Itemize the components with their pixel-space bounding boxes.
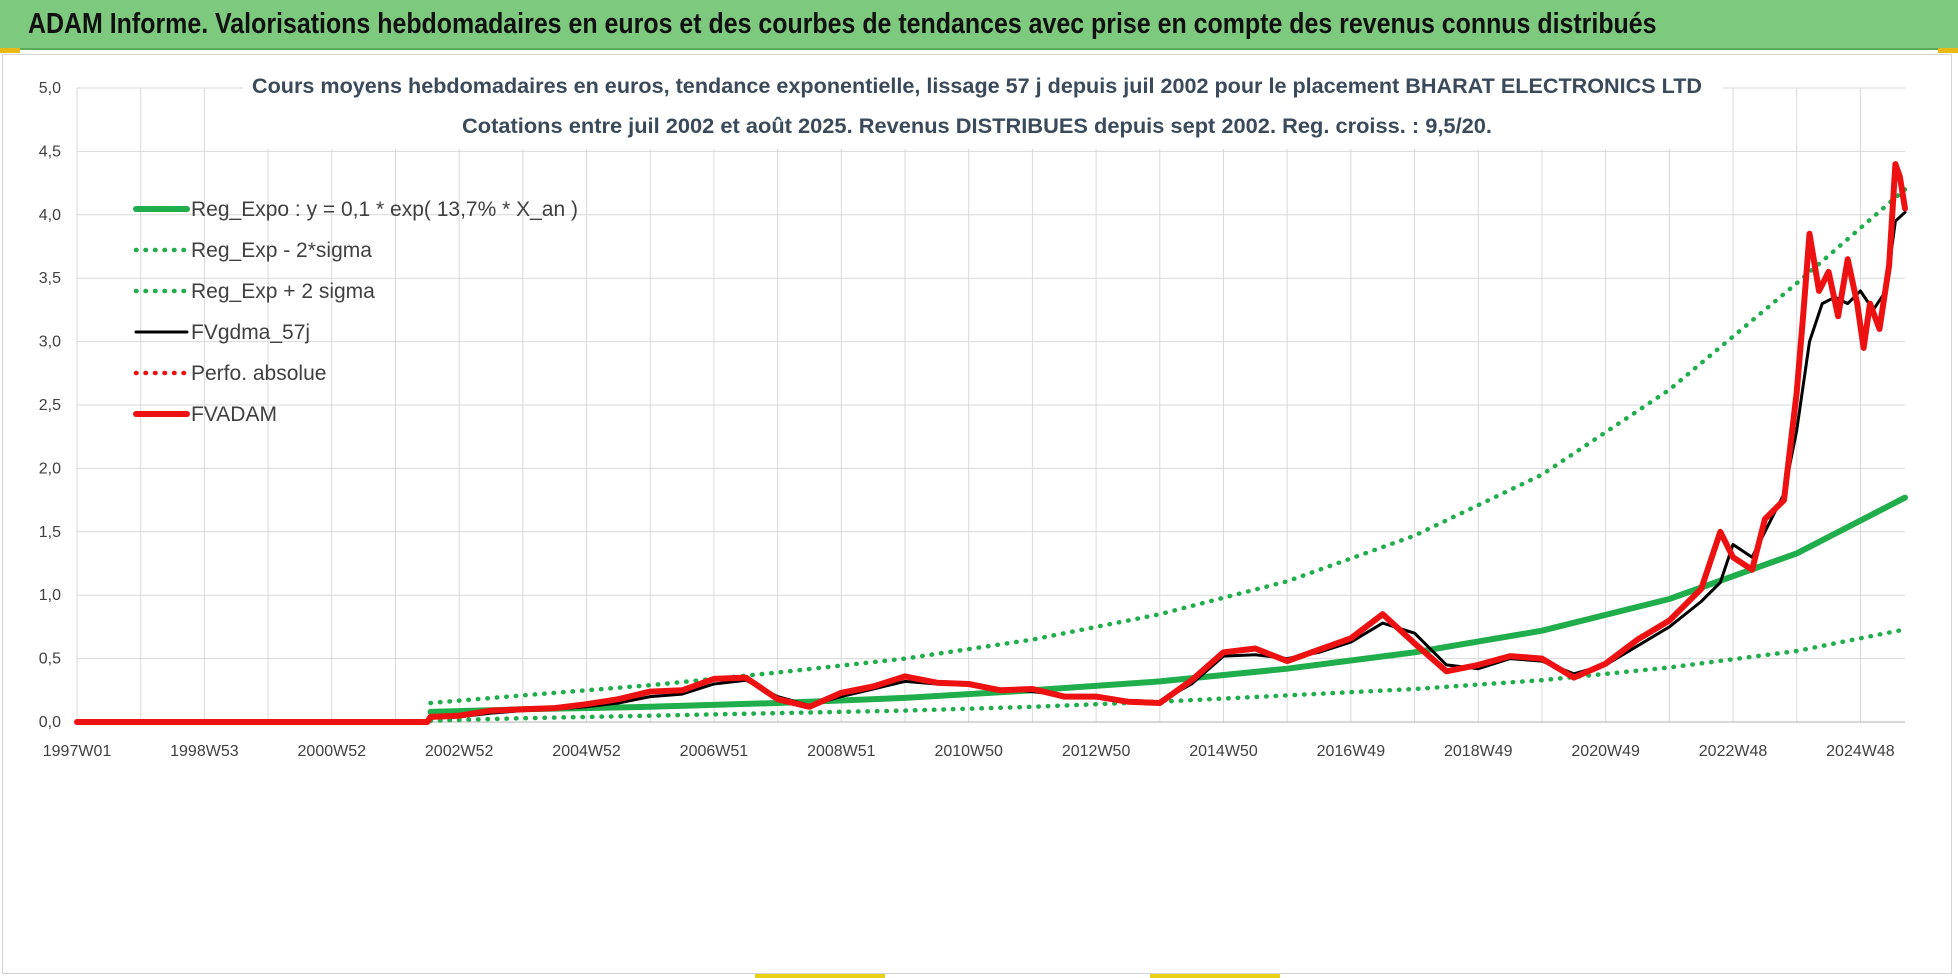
title-background (243, 61, 1723, 149)
y-tick-label: 4,5 (39, 143, 61, 160)
line-chart: 0,0 0,5 1,0 1,5 2,0 2,5 3,0 3,5 4,0 4,5 5,0 1997W01… (39, 61, 1908, 760)
y-tick-label: 4,0 (39, 207, 61, 224)
banner-corner-left (0, 48, 20, 53)
x-tick-label: 2016W49 (1317, 743, 1386, 760)
y-tick-label: 2,5 (39, 397, 61, 414)
legend-label: FVADAM (191, 403, 277, 426)
series-line-3 (428, 187, 1908, 706)
y-tick-label: 1,5 (39, 524, 61, 541)
x-tick-label: 2000W52 (298, 743, 367, 760)
series-line-1 (427, 494, 1908, 715)
x-tick-label: 1997W01 (43, 743, 112, 760)
footer-accent-1 (755, 974, 885, 978)
legend-label: Perfo. absolue (191, 362, 326, 385)
series-line-5 (74, 161, 1908, 725)
y-tick-label: 1,0 (39, 587, 61, 604)
y-tick-label: 0,5 (39, 651, 61, 668)
x-tick-label: 2012W50 (1062, 743, 1131, 760)
legend-label: Reg_Expo : y = 0,1 * exp( 13,7% * X_an ) (191, 198, 578, 221)
footer-accent-2 (1150, 974, 1280, 978)
y-tick-label: 3,0 (39, 334, 61, 351)
y-tick-label: 2,0 (39, 460, 61, 477)
report-banner: ADAM Informe. Valorisations hebdomadaire… (0, 0, 1958, 50)
x-tick-label: 1998W53 (170, 743, 239, 760)
x-tick-label: 2002W52 (425, 743, 494, 760)
x-tick-label: 2014W50 (1189, 743, 1258, 760)
y-tick-label: 5,0 (39, 80, 61, 97)
x-tick-label: 2020W49 (1571, 743, 1640, 760)
chart-subtitle: Cotations entre juil 2002 et août 2025. … (462, 115, 1492, 138)
y-tick-label: 0,0 (39, 714, 61, 731)
x-tick-label: 2004W52 (552, 743, 621, 760)
x-tick-label: 2010W50 (934, 743, 1003, 760)
x-tick-label: 2022W48 (1699, 743, 1768, 760)
x-tick-label: 2024W48 (1826, 743, 1895, 760)
legend-label: Reg_Exp - 2*sigma (191, 239, 372, 262)
chart-title: Cours moyens hebdomadaires en euros, ten… (252, 75, 1702, 98)
x-tick-label: 2006W51 (680, 743, 749, 760)
banner-title: ADAM Informe. Valorisations hebdomadaire… (28, 8, 1657, 40)
y-tick-label: 3,5 (39, 270, 61, 287)
legend-label: FVgdma_57j (191, 321, 310, 344)
banner-corner-right (1938, 48, 1958, 53)
x-tick-label: 2008W51 (807, 743, 876, 760)
chart-frame: 0,0 0,5 1,0 1,5 2,0 2,5 3,0 3,5 4,0 4,5 5,0 1997W01… (2, 54, 1952, 974)
x-tick-label: 2018W49 (1444, 743, 1513, 760)
legend-label: Reg_Exp + 2 sigma (191, 280, 375, 303)
